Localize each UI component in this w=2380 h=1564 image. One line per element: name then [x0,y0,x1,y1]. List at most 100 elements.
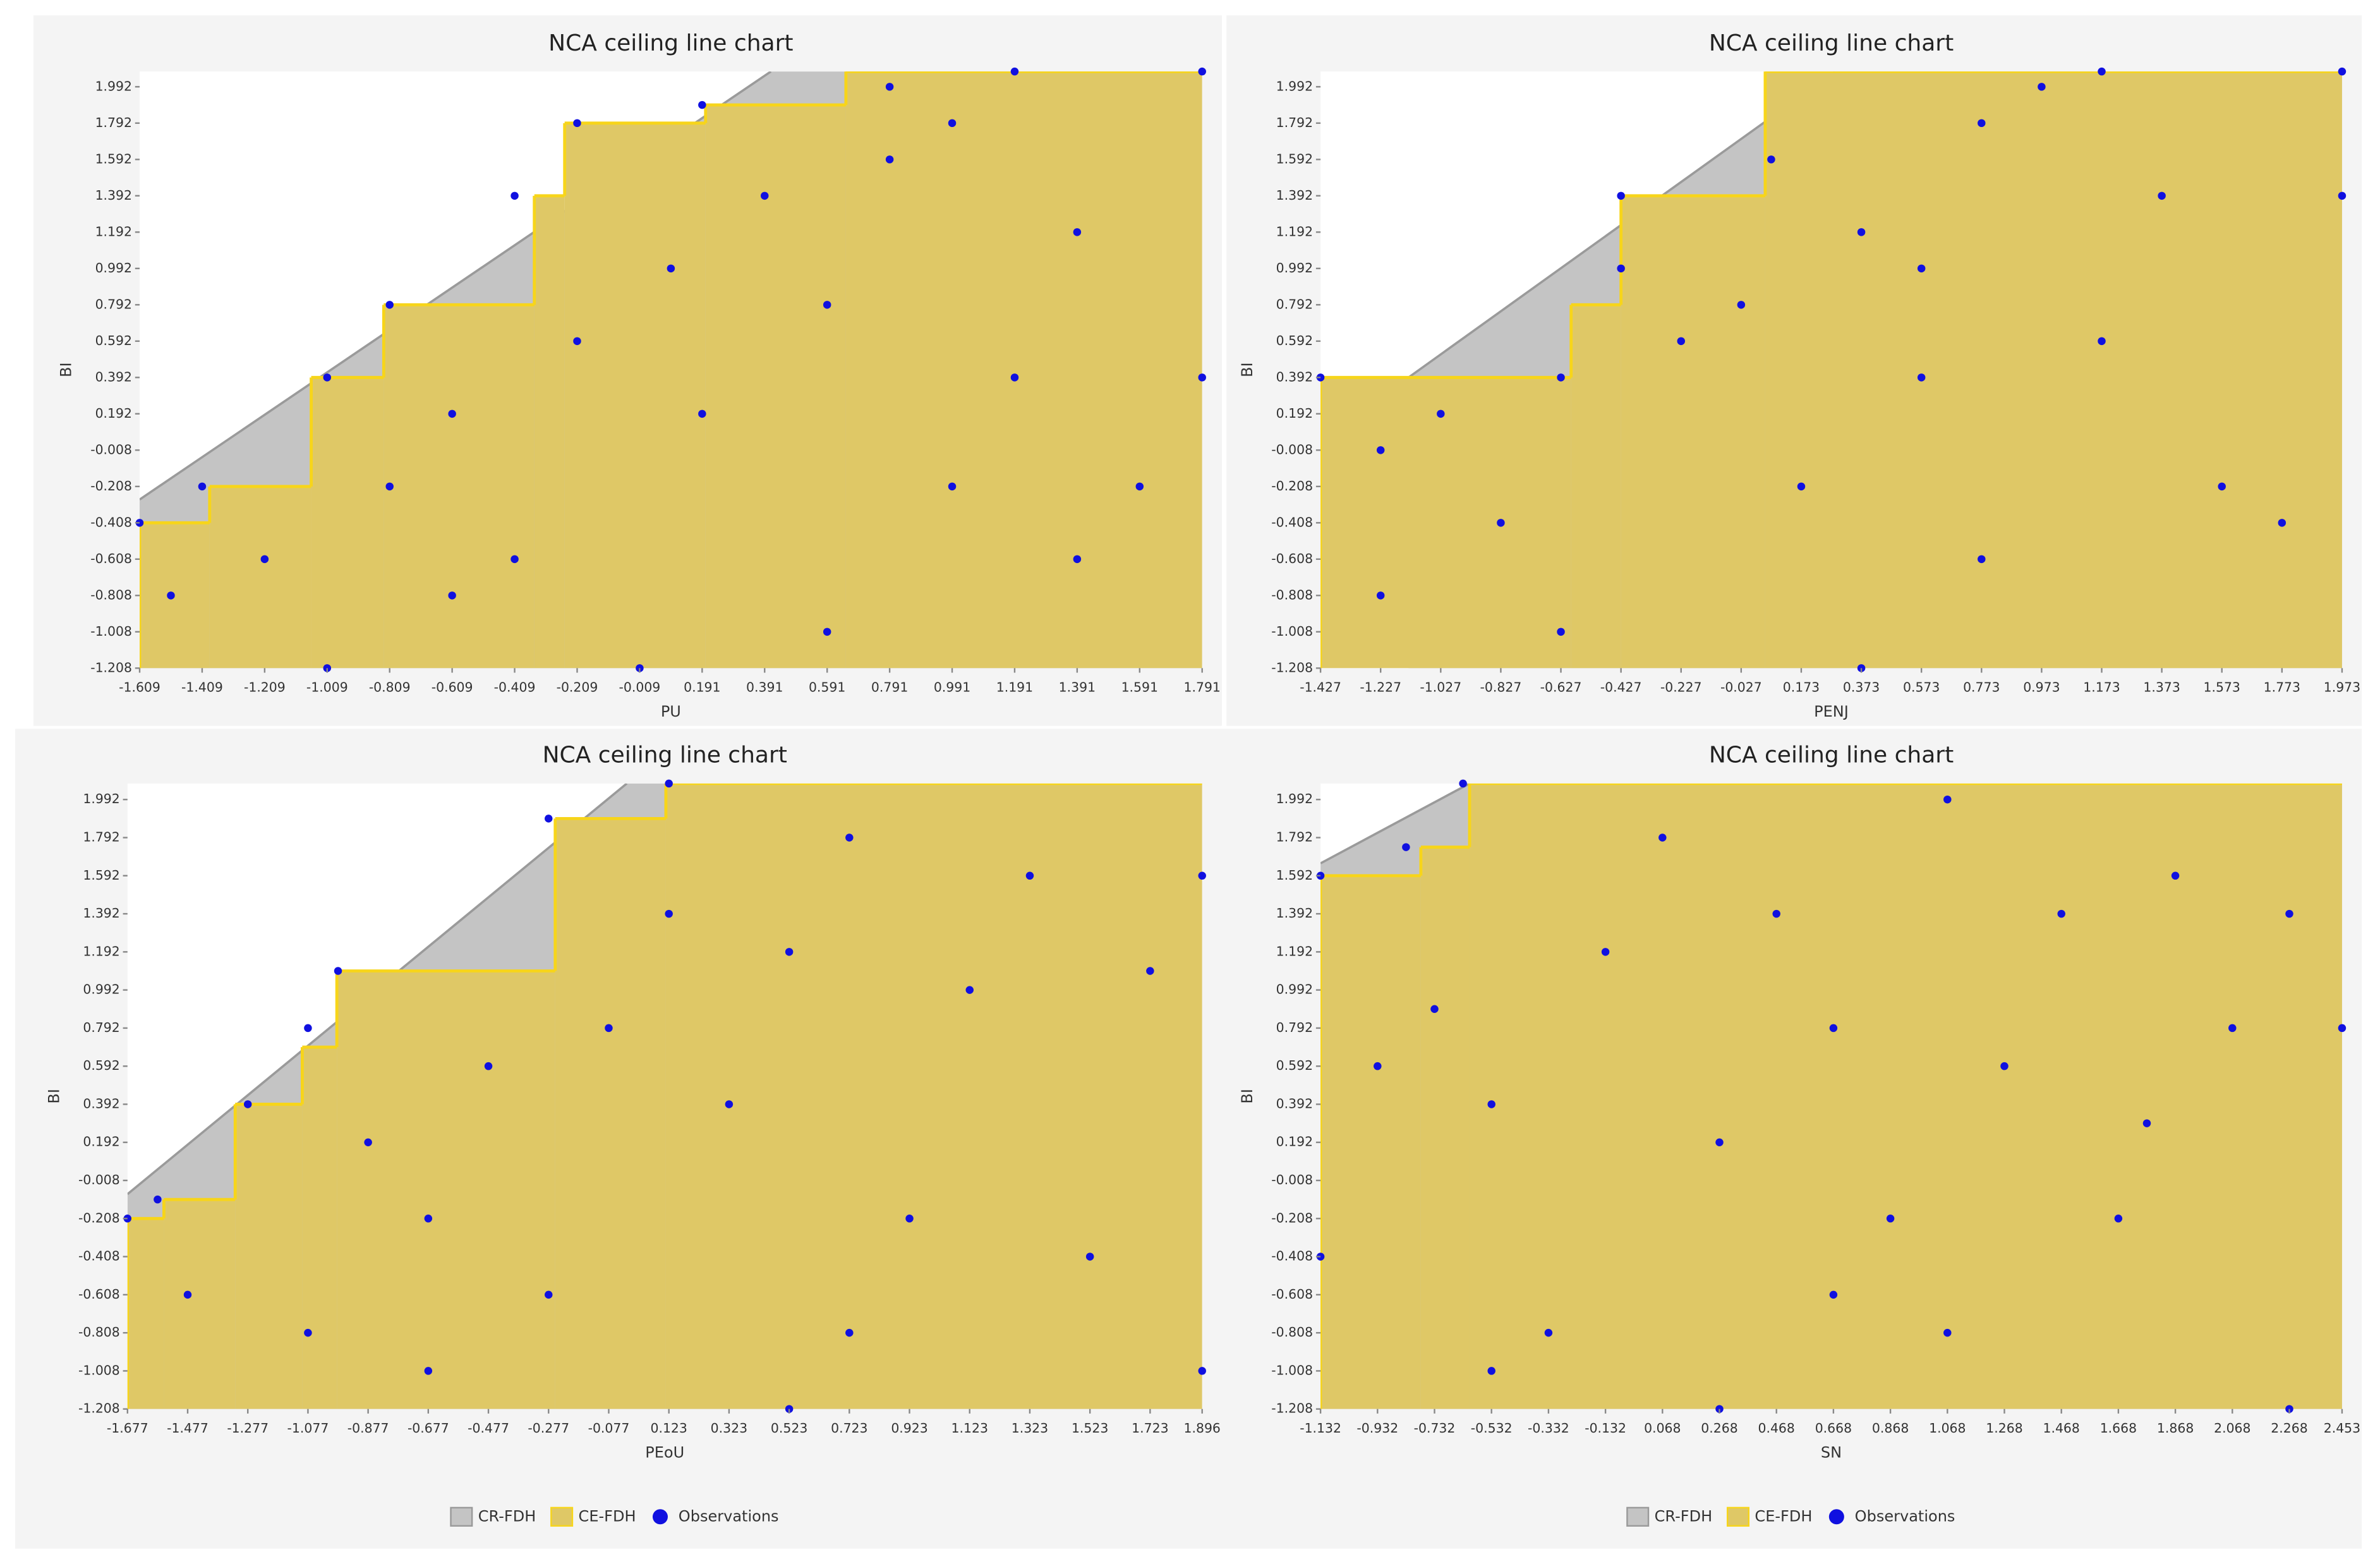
observation [510,191,519,200]
x-tick-label: -0.427 [1600,680,1642,695]
y-tick-label: 0.192 [83,1134,119,1149]
y-tick-label: 1.592 [1276,868,1313,883]
x-tick-label: 1.791 [1184,680,1221,695]
x-tick-label: -1.027 [1420,680,1461,695]
x-tick-label: 1.068 [1929,1421,1966,1436]
ce-fdh-step [235,1104,303,1409]
observation [665,779,673,788]
observation [905,1215,914,1223]
y-axis-label: BI [1238,1089,1256,1104]
observation [2000,1062,2009,1070]
x-tick-label: -1.077 [287,1421,329,1436]
y-tick-label: -1.008 [78,1362,120,1378]
x-tick-label: 1.896 [1184,1421,1221,1436]
x-tick-label: 0.068 [1644,1421,1681,1436]
y-tick-label: 1.992 [83,791,119,806]
x-tick-label: -0.332 [1528,1421,1569,1436]
y-tick-label: 1.592 [95,151,132,166]
x-tick-label: 0.868 [1872,1421,1909,1436]
ce-fdh-step [164,1199,236,1409]
ce-fdh-step [1320,377,1571,669]
x-tick-label: -0.877 [347,1421,389,1436]
x-tick-label: 0.523 [771,1421,807,1436]
x-tick-label: -0.532 [1471,1421,1513,1436]
observation [665,909,673,918]
observation [2338,191,2347,200]
observation [1677,337,1686,346]
observation [304,1024,312,1033]
observation [154,1195,162,1204]
x-tick-label: -0.609 [432,680,473,695]
x-tick-label: -1.677 [107,1421,148,1436]
observation [698,100,706,109]
x-tick-label: 1.191 [996,680,1033,695]
observation [385,301,394,309]
observation [1557,627,1565,636]
x-tick-label: 0.173 [1783,680,1820,695]
ce-fdh-step [705,105,846,669]
chart-title: NCA ceiling line chart [548,30,793,56]
observation [448,591,456,600]
legend-swatch [652,1509,668,1525]
y-tick-label: -0.608 [1271,551,1313,566]
observation [1402,843,1410,851]
x-tick-label: 1.773 [2264,680,2300,695]
x-tick-label: -0.732 [1414,1421,1456,1436]
y-tick-label: 0.792 [1276,1020,1313,1035]
observation [2338,1024,2347,1033]
x-axis-label: PENJ [1814,703,1849,720]
observation [183,1290,192,1299]
observation [2158,191,2166,200]
y-axis-label: BI [57,362,75,377]
observation [545,1290,553,1299]
y-tick-label: 1.192 [1276,224,1313,239]
y-tick-label: -0.208 [90,478,132,494]
observation [1010,373,1019,382]
y-tick-label: -0.208 [1271,1210,1313,1225]
ce-fdh-step [311,377,384,669]
y-tick-label: 1.192 [1276,943,1313,959]
observation [1198,1367,1206,1375]
y-tick-label: -0.008 [1271,1172,1313,1187]
observation [2285,909,2293,918]
legend-label: Observations [679,1507,779,1525]
y-tick-label: -0.008 [1271,442,1313,457]
ce-fdh-step [302,1047,337,1409]
observation [1198,871,1206,880]
legend-swatch [450,1506,473,1527]
observation [1767,155,1775,164]
y-tick-label: -0.808 [90,587,132,602]
chart-title: NCA ceiling line chart [543,743,787,768]
observation [1978,119,1986,128]
y-tick-label: -1.008 [1271,1362,1313,1378]
legend-label: CE-FDH [1755,1507,1812,1525]
x-tick-label: 0.191 [684,680,720,695]
observation [385,482,394,491]
x-tick-label: 1.868 [2157,1421,2194,1436]
x-tick-label: 0.391 [746,680,783,695]
x-tick-label: 1.668 [2100,1421,2137,1436]
y-tick-label: -1.208 [78,1401,120,1416]
legend-swatch [1726,1506,1750,1527]
y-tick-label: 0.792 [1276,296,1313,312]
y-tick-label: 1.392 [1276,188,1313,203]
observation [1085,1252,1094,1261]
x-tick-label: 1.268 [1986,1421,2022,1436]
x-tick-label: 0.468 [1758,1421,1794,1436]
y-tick-label: 1.592 [83,868,119,883]
ce-fdh-step [1469,783,2342,1409]
y-tick-label: -0.208 [78,1210,120,1225]
ce-fdh-step [1765,71,2342,669]
plot [1320,71,2342,669]
x-tick-label: -0.932 [1356,1421,1398,1436]
y-tick-label: -1.008 [1271,624,1313,639]
x-tick-label: 0.973 [2023,680,2060,695]
x-tick-label: 1.391 [1059,680,1096,695]
y-tick-label: 0.192 [95,406,132,421]
observation [1601,948,1610,956]
x-tick-label: 0.268 [1701,1421,1737,1436]
observation [885,83,894,91]
observation [2218,482,2226,491]
observation [243,1100,252,1108]
x-tick-label: 0.668 [1815,1421,1852,1436]
